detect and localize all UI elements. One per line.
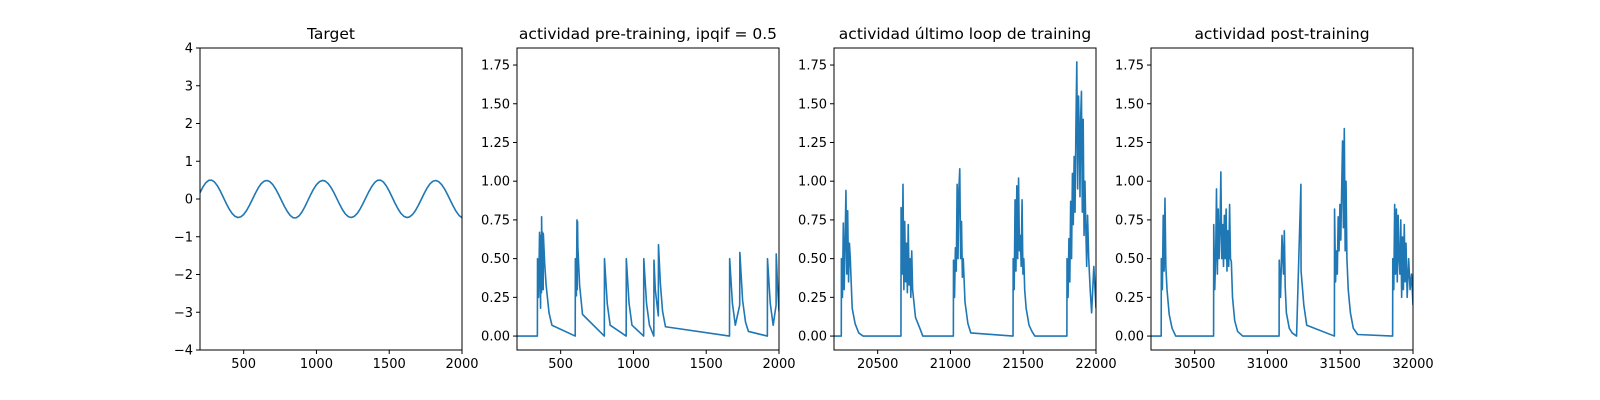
y-tick-label: 0.25: [481, 291, 510, 306]
y-tick-label: 1.25: [481, 136, 510, 151]
x-tick-label: 31000: [1247, 357, 1288, 372]
series-line-1: [517, 216, 779, 337]
y-tick-label: 1.50: [481, 97, 510, 112]
y-tick-label: 0.25: [1115, 291, 1144, 306]
subplot-1: 500 1000 1500 2000 −4 −3 −2 −1 0 1 2 3 4 Target: [174, 25, 479, 372]
y-tick-label: 3: [185, 79, 193, 94]
y-tick-label: 0: [185, 193, 193, 208]
y-tick-label: 1.75: [798, 59, 827, 74]
subplot-2: 500 1000 1500 2000 0.00 0.25 0.50 0.75 1.00 1.25 1…: [481, 25, 796, 372]
series-line-1: [834, 61, 1096, 337]
axes-frame: [833, 47, 1097, 351]
y-tick-label: 0.00: [798, 330, 827, 345]
chart-title: actividad pre-training, ipqif = 0.5: [519, 25, 777, 43]
y-tick-label: 1.25: [1115, 136, 1144, 151]
axes-frame: [516, 47, 780, 351]
y-tick-label: 1.00: [1115, 175, 1144, 190]
y-tick-label: 0.75: [481, 213, 510, 228]
x-tick-label: 1000: [617, 357, 650, 372]
y-tick-label: −3: [174, 306, 193, 321]
y-tick-label: 1.75: [1115, 59, 1144, 74]
y-tick-label: 0.75: [798, 213, 827, 228]
y-tick-label: 1.00: [481, 175, 510, 190]
chart-title: actividad post-training: [1194, 25, 1369, 43]
x-tick-label: 1500: [373, 357, 406, 372]
x-tick-label: 500: [548, 357, 573, 372]
y-tick-label: 1.75: [481, 59, 510, 74]
x-tick-label: 1000: [300, 357, 333, 372]
y-tick-label: −2: [174, 268, 193, 283]
y-tick-label: 1.25: [798, 136, 827, 151]
x-tick-label: 21000: [930, 357, 971, 372]
x-tick-label: 2000: [762, 357, 795, 372]
y-tick-label: −1: [174, 230, 193, 245]
subplot-3: 20500 21000 21500 22000 0.00 0.25 0.50 0.75 1.00…: [798, 25, 1117, 372]
x-tick-label: 500: [231, 357, 256, 372]
subplots: 500 1000 1500 2000 −4 −3 −2 −1 0 1 2 3 4 Target 500 100…: [174, 25, 1434, 372]
y-tick-label: 0.25: [798, 291, 827, 306]
x-tick-label: 1500: [690, 357, 723, 372]
x-tick-label: 31500: [1320, 357, 1361, 372]
y-tick-label: 1.00: [798, 175, 827, 190]
x-tick-label: 2000: [445, 357, 478, 372]
x-tick-label: 30500: [1174, 357, 1215, 372]
subplot-4: 30500 31000 31500 32000 0.00 0.25 0.50 0.75 1.00…: [1115, 25, 1434, 372]
chart-title: actividad último loop de training: [839, 25, 1091, 43]
y-tick-label: 0.75: [1115, 213, 1144, 228]
x-tick-label: 22000: [1075, 357, 1116, 372]
y-tick-label: 0.00: [481, 330, 510, 345]
y-tick-label: 1.50: [1115, 97, 1144, 112]
series-line-1: [1151, 127, 1413, 337]
y-tick-label: 4: [185, 42, 193, 57]
y-tick-label: 2: [185, 117, 193, 132]
axes-frame: [1150, 47, 1414, 351]
y-tick-label: 1.50: [798, 97, 827, 112]
y-tick-label: 0.00: [1115, 330, 1144, 345]
y-tick-label: 1: [185, 155, 193, 170]
x-tick-label: 21500: [1003, 357, 1044, 372]
x-tick-label: 32000: [1392, 357, 1433, 372]
y-tick-label: 0.50: [798, 252, 827, 267]
y-tick-label: 0.50: [1115, 252, 1144, 267]
series-line-1: [200, 179, 462, 219]
y-tick-label: −4: [174, 344, 193, 359]
chart-title: Target: [306, 25, 355, 43]
x-tick-label: 20500: [857, 357, 898, 372]
y-tick-label: 0.50: [481, 252, 510, 267]
